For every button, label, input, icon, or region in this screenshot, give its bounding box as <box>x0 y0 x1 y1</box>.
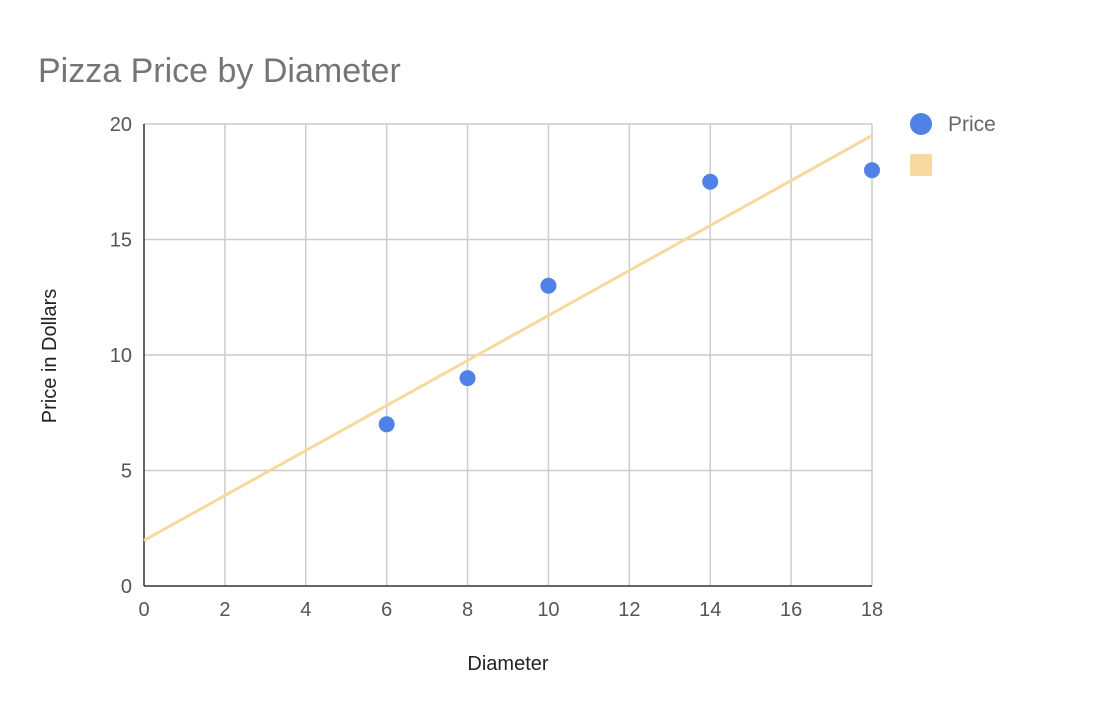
x-tick-label: 12 <box>618 599 640 621</box>
x-tick-label: 8 <box>462 599 473 621</box>
legend-label: Price <box>948 113 996 136</box>
legend: Price <box>910 113 996 176</box>
gridlines <box>144 123 873 586</box>
y-tick-label: 0 <box>121 576 132 598</box>
y-tick-label: 5 <box>121 461 132 483</box>
axes: 0 2 4 6 8 10 12 14 16 18 0 5 10 15 20 <box>110 114 883 621</box>
x-tick-label: 2 <box>219 599 230 621</box>
y-axis-title: Price in Dollars <box>39 289 61 423</box>
chart-title: Pizza Price by Diameter <box>38 52 401 90</box>
series-layer <box>143 134 880 542</box>
x-tick-label: 6 <box>381 599 392 621</box>
data-point <box>702 173 719 190</box>
x-tick-label: 10 <box>537 599 559 621</box>
x-tick-label: 16 <box>780 599 802 621</box>
y-tick-label: 15 <box>110 230 132 252</box>
x-axis-title: Diameter <box>467 653 548 675</box>
legend-marker-price <box>910 113 932 135</box>
x-tick-label: 14 <box>699 599 721 621</box>
x-tick-label: 4 <box>300 599 311 621</box>
data-point <box>540 277 557 294</box>
x-tick-label: 0 <box>138 599 149 621</box>
y-tick-label: 10 <box>110 345 132 367</box>
trendline <box>143 134 873 542</box>
data-point <box>864 162 880 179</box>
data-point <box>459 370 476 387</box>
y-tick-label: 20 <box>110 114 132 136</box>
data-point <box>378 416 395 433</box>
x-tick-label: 18 <box>861 599 883 621</box>
legend-marker-trendline <box>910 154 932 176</box>
